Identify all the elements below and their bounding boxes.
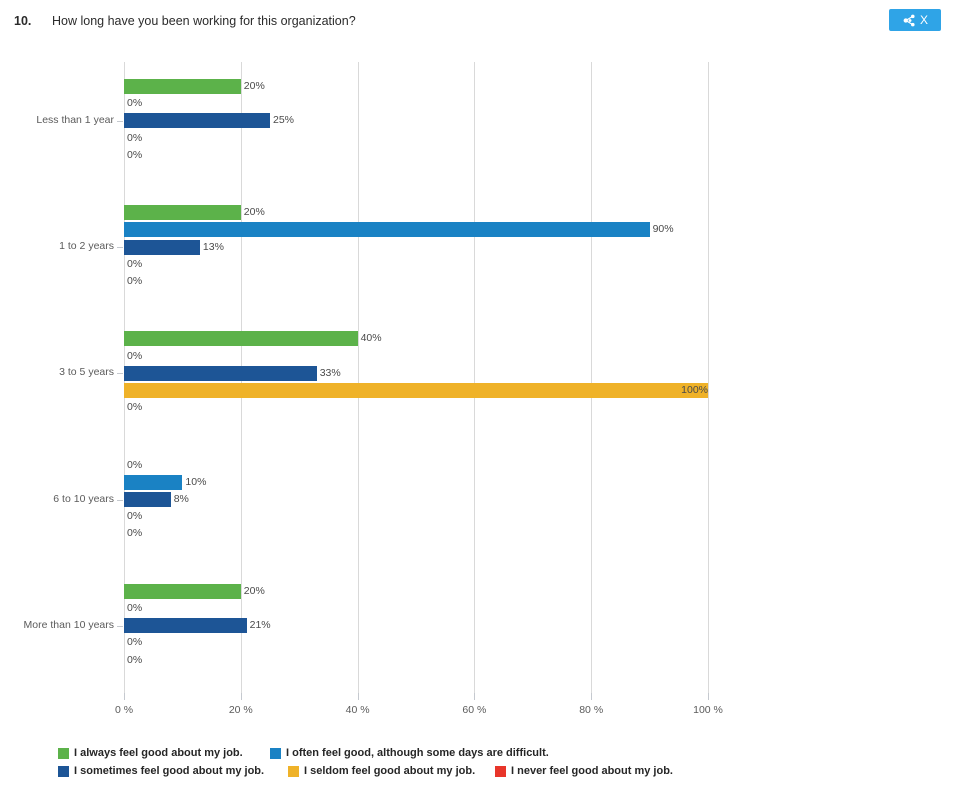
bar-value-label: 8% xyxy=(173,493,189,505)
plot-area: 20% 0% 25% 0% 0% 20% 90% 13% 0% 0% 40% 0% 33% 100% 0% 0… xyxy=(124,62,709,693)
x-axis-tick xyxy=(474,693,476,700)
x-axis-tick-label: 80 % xyxy=(579,704,604,716)
legend-item[interactable]: I seldom feel good about my job. xyxy=(288,763,475,779)
category-label: 1 to 2 years xyxy=(59,240,114,253)
gridline xyxy=(474,62,476,693)
gridline xyxy=(357,62,359,693)
question-header: 10. How long have you been working for t… xyxy=(0,0,960,42)
x-axis-tick-label: 40 % xyxy=(345,704,370,716)
bar-value-label: 90% xyxy=(652,223,674,236)
close-icon[interactable]: X xyxy=(919,13,928,27)
bar[interactable] xyxy=(124,205,241,221)
chart-legend: I always feel good about my job. I often … xyxy=(0,745,960,795)
category-tick xyxy=(117,120,123,122)
category-axis-labels: Less than 1 year 1 to 2 years 3 to 5 years… xyxy=(0,62,114,693)
bar-value-label: 100% xyxy=(681,384,708,396)
x-axis-tick-label: 20 % xyxy=(228,704,253,716)
category-label: 3 to 5 years xyxy=(59,366,114,379)
legend-item[interactable]: I never feel good about my job. xyxy=(495,763,673,779)
legend-item[interactable]: I always feel good about my job. xyxy=(58,745,243,761)
bar-value-label: 0% xyxy=(127,653,143,666)
bar-value-label: 20% xyxy=(243,80,265,92)
bar[interactable] xyxy=(124,222,650,238)
bar[interactable] xyxy=(124,365,317,381)
category-label: Less than 1 year xyxy=(36,113,114,126)
bar[interactable] xyxy=(124,618,247,634)
bar-chart: Less than 1 year 1 to 2 years 3 to 5 years… xyxy=(0,42,960,742)
bar-value-label: 10% xyxy=(185,475,207,488)
legend-label: I always feel good about my job. xyxy=(74,747,243,759)
legend-color-swatch xyxy=(288,765,299,777)
bar-value-label: 0% xyxy=(127,97,143,110)
bar[interactable] xyxy=(124,79,241,94)
legend-item[interactable]: I sometimes feel good about my job. xyxy=(58,763,264,779)
bar-value-label: 0% xyxy=(127,510,143,523)
share-nodes-icon xyxy=(902,13,917,28)
question-title: How long have you been working for this … xyxy=(52,14,356,28)
legend-color-swatch xyxy=(495,765,506,777)
legend-label: I seldom feel good about my job. xyxy=(304,765,476,777)
bar-value-label: 0% xyxy=(127,349,143,362)
legend-color-swatch xyxy=(58,747,69,759)
bar-value-label: 13% xyxy=(202,240,224,253)
bar[interactable] xyxy=(124,383,708,398)
gridline xyxy=(708,62,709,693)
legend-label: I never feel good about my job. xyxy=(511,765,673,777)
x-axis-tick-label: 60 % xyxy=(462,704,487,716)
x-axis-tick xyxy=(124,693,125,700)
x-axis-tick xyxy=(357,693,359,700)
bar[interactable] xyxy=(124,113,270,129)
bar-value-label: 0% xyxy=(127,131,143,144)
bar[interactable] xyxy=(124,474,183,490)
x-axis-tick-label: 100 % xyxy=(693,704,723,716)
bar-value-label: 33% xyxy=(319,366,341,379)
question-number: 10. xyxy=(14,14,32,28)
bar-value-label: 0% xyxy=(127,527,143,540)
legend-item[interactable]: I often feel good, although some days ar… xyxy=(270,745,549,761)
category-tick xyxy=(117,625,123,627)
category-label: More than 10 years xyxy=(23,618,114,631)
bar-value-label: 0% xyxy=(127,602,143,614)
x-axis-tick xyxy=(240,693,242,700)
bar-value-label: 0% xyxy=(127,458,143,471)
bar-value-label: 0% xyxy=(127,636,143,649)
category-label: 6 to 10 years xyxy=(53,492,114,505)
bar-value-label: 40% xyxy=(360,332,382,345)
legend-label: I sometimes feel good about my job. xyxy=(74,765,265,777)
bar-value-label: 0% xyxy=(127,401,143,414)
bar[interactable] xyxy=(124,331,358,347)
bar-value-label: 0% xyxy=(127,148,143,161)
legend-color-swatch xyxy=(58,765,69,777)
category-tick xyxy=(117,499,123,501)
bar[interactable] xyxy=(124,239,200,255)
legend-color-swatch xyxy=(270,747,281,759)
category-tick xyxy=(117,247,123,249)
gridline xyxy=(591,62,593,693)
bar[interactable] xyxy=(124,492,171,507)
x-axis-tick-label: 0 % xyxy=(114,704,134,716)
category-tick xyxy=(117,373,123,375)
bar-value-label: 25% xyxy=(273,114,295,127)
x-axis-tick xyxy=(591,693,593,700)
legend-label: I often feel good, although some days ar… xyxy=(286,747,549,759)
share-close-button[interactable]: X xyxy=(889,9,941,31)
bar-value-label: 0% xyxy=(127,275,143,287)
bar-value-label: 21% xyxy=(249,619,271,632)
bar-value-label: 20% xyxy=(243,584,265,597)
x-axis-tick xyxy=(708,693,709,700)
bar-value-label: 20% xyxy=(243,206,265,219)
bar[interactable] xyxy=(124,583,241,599)
bar-value-label: 0% xyxy=(127,257,143,270)
